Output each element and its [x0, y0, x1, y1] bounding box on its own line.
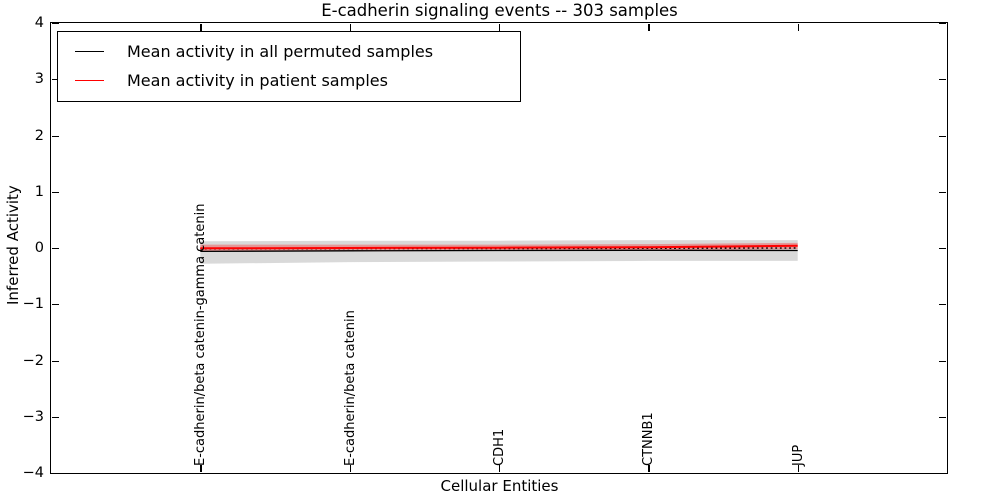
- y-tick-left: [52, 304, 59, 306]
- permuted-std-band: [200, 240, 798, 264]
- legend-row-1: Mean activity in patient samples: [58, 66, 520, 95]
- y-tick-left: [52, 79, 59, 81]
- series-line-2: [200, 244, 798, 250]
- y-tick-left: [52, 416, 59, 418]
- legend-line-sample: [75, 80, 104, 81]
- y-tick-left: [52, 360, 59, 362]
- x-category-label: E-cadherin/beta catenin-gamma catenin: [193, 203, 209, 466]
- chart-title: E-cadherin signaling events -- 303 sampl…: [321, 1, 678, 20]
- x-tick-top: [349, 24, 351, 31]
- plot-area: Mean activity in all permuted samples Mea…: [50, 22, 948, 474]
- legend: Mean activity in all permuted samples Mea…: [57, 31, 521, 102]
- x-tick-bottom: [499, 465, 501, 472]
- x-tick-top: [200, 24, 202, 31]
- x-tick-top: [499, 24, 501, 31]
- y-tick-right: [939, 135, 946, 137]
- y-tick-right: [939, 79, 946, 81]
- y-tick-left: [52, 473, 59, 475]
- y-tick-right: [939, 473, 946, 475]
- y-tick-label: 2: [34, 127, 44, 144]
- legend-label: Mean activity in patient samples: [127, 71, 388, 90]
- legend-label: Mean activity in all permuted samples: [127, 42, 434, 61]
- y-tick-right: [939, 416, 946, 418]
- series-line-1: [200, 247, 798, 250]
- legend-row-0: Mean activity in all permuted samples: [58, 37, 520, 66]
- x-tick-bottom: [797, 465, 799, 472]
- x-category-label: CTNNB1: [641, 412, 657, 466]
- plot-canvas: [200, 240, 798, 264]
- y-tick-left: [52, 191, 59, 193]
- y-tick-left: [52, 248, 59, 250]
- y-tick-label: −4: [22, 465, 44, 481]
- x-tick-top: [797, 24, 799, 31]
- y-tick-right: [939, 248, 946, 250]
- y-tick-left: [52, 135, 59, 137]
- x-axis-label: Cellular Entities: [440, 477, 559, 495]
- y-tick-label: 1: [34, 183, 44, 200]
- y-tick-right: [939, 23, 946, 25]
- x-category-label: JUP: [790, 444, 806, 466]
- y-tick-label: −2: [22, 352, 44, 369]
- x-tick-bottom: [200, 465, 202, 472]
- y-tick-label: 3: [34, 71, 44, 88]
- x-tick-bottom: [349, 465, 351, 472]
- legend-line-sample: [75, 51, 104, 52]
- y-tick-label: 0: [34, 240, 44, 256]
- x-category-label: CDH1: [492, 428, 507, 466]
- y-tick-right: [939, 360, 946, 362]
- y-tick-label: 4: [34, 15, 44, 31]
- x-tick-bottom: [648, 465, 650, 472]
- y-tick-right: [939, 191, 946, 193]
- y-tick-label: −3: [22, 408, 44, 425]
- series-line-0: [200, 249, 798, 253]
- y-tick-label: −1: [22, 296, 44, 313]
- y-tick-left: [52, 23, 59, 25]
- x-tick-top: [648, 24, 650, 31]
- y-tick-right: [939, 304, 946, 306]
- x-category-label: E-cadherin/beta catenin: [342, 310, 358, 466]
